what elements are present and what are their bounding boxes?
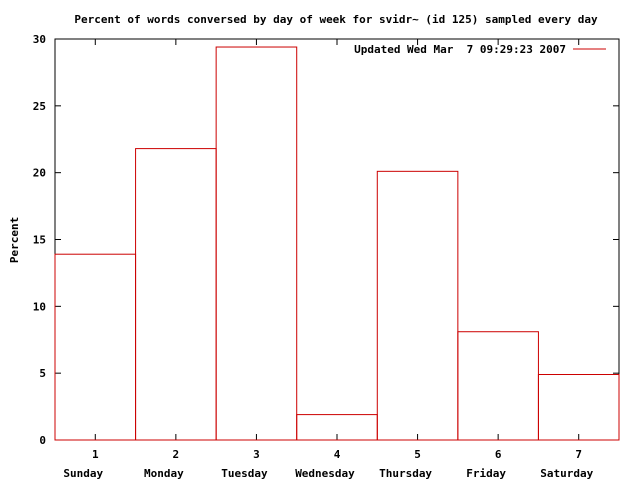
y-tick-label: 30 bbox=[33, 33, 46, 46]
x-tick-label: 4 bbox=[334, 448, 341, 461]
y-tick-label: 20 bbox=[33, 167, 46, 180]
chart-title: Percent of words conversed by day of wee… bbox=[74, 13, 598, 26]
y-tick-label: 5 bbox=[39, 367, 46, 380]
x-tick-label: 6 bbox=[495, 448, 502, 461]
y-tick-label: 10 bbox=[33, 300, 46, 313]
x-category-label: Monday bbox=[144, 467, 184, 480]
x-tick-label: 5 bbox=[414, 448, 421, 461]
x-category-label: Thursday bbox=[379, 467, 432, 480]
bar bbox=[54, 253, 137, 441]
legend: Updated Wed Mar 7 09:29:23 2007 bbox=[354, 43, 606, 56]
x-category-label: Tuesday bbox=[221, 467, 268, 480]
bar bbox=[135, 148, 217, 441]
x-tick-label: 1 bbox=[92, 448, 99, 461]
y-axis-label: Percent bbox=[8, 217, 21, 263]
x-tick-label: 3 bbox=[253, 448, 260, 461]
x-category-label: Wednesday bbox=[295, 467, 355, 480]
x-category-label: Sunday bbox=[63, 467, 103, 480]
y-axis: 0 5 10 15 20 25 30 bbox=[33, 33, 619, 447]
y-tick-label: 0 bbox=[39, 434, 46, 447]
bar bbox=[457, 331, 539, 441]
y-tick-label: 15 bbox=[33, 234, 46, 247]
bar bbox=[537, 374, 620, 441]
x-axis: 1 Sunday 2 Monday 3 Tuesday 4 Wednesday 5 Thursda… bbox=[63, 39, 594, 480]
bar bbox=[215, 46, 298, 441]
x-category-label: Saturday bbox=[540, 467, 593, 480]
series-bars bbox=[54, 46, 620, 441]
x-category-label: Friday bbox=[466, 467, 506, 480]
legend-label: Updated Wed Mar 7 09:29:23 2007 bbox=[354, 43, 566, 56]
plot-frame bbox=[54, 38, 620, 441]
y-tick-label: 25 bbox=[33, 100, 46, 113]
x-tick-label: 2 bbox=[173, 448, 180, 461]
x-tick-label: 7 bbox=[575, 448, 582, 461]
bar bbox=[376, 170, 459, 441]
